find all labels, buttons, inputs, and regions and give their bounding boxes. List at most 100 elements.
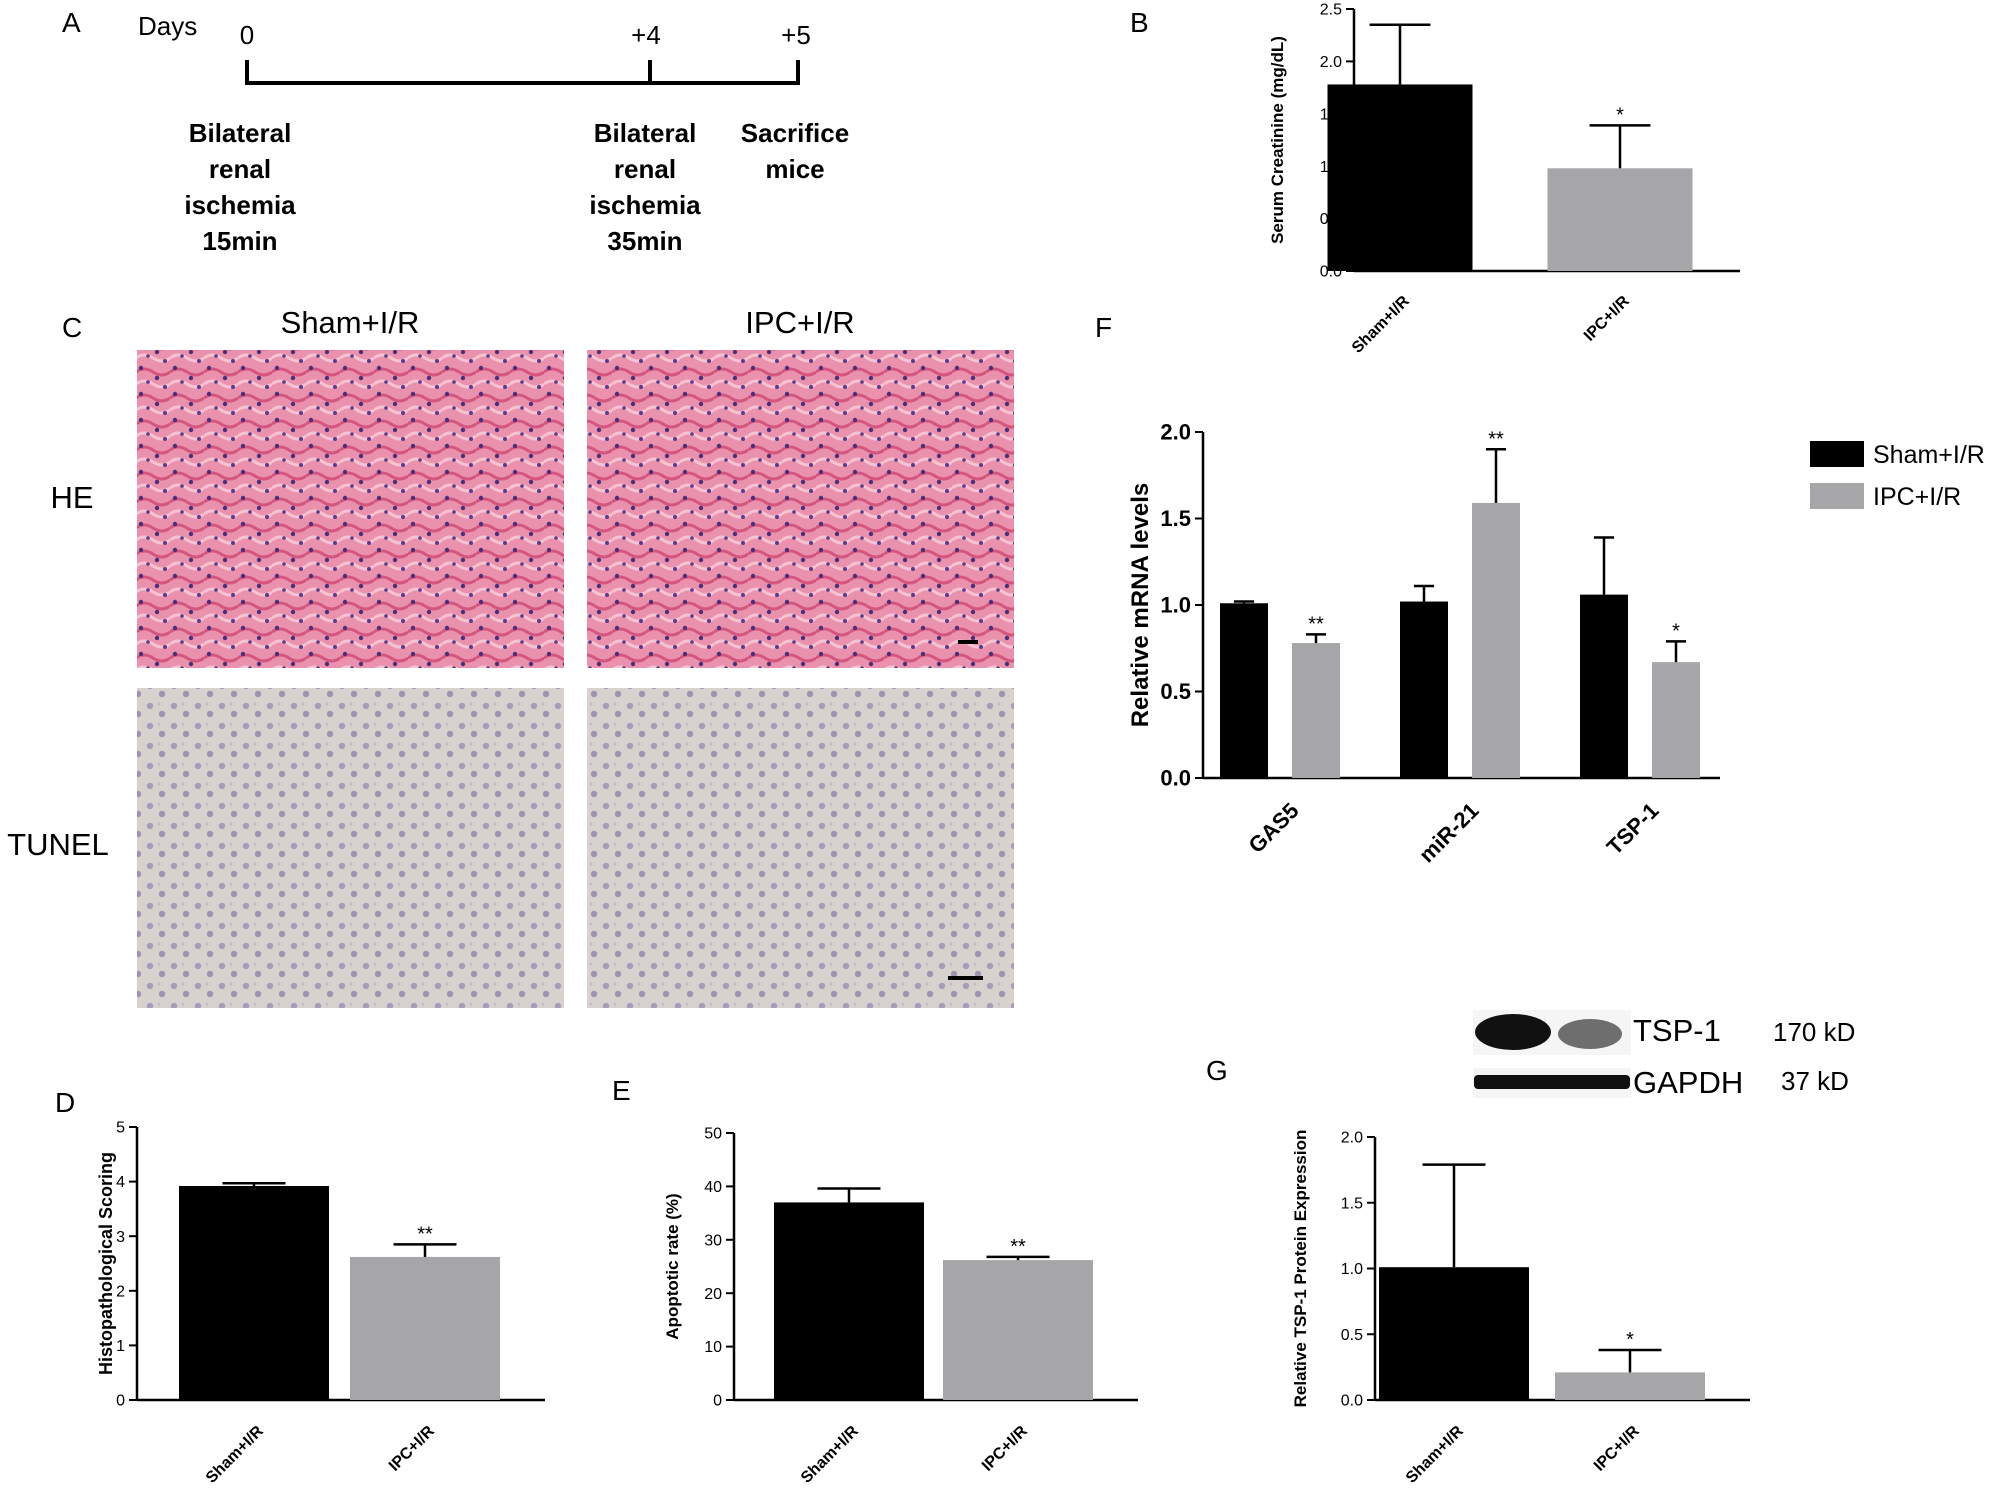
significance-marker: * <box>1626 1329 1634 1351</box>
panel-letter-b: B <box>1130 7 1149 38</box>
timeline-event-line: ischemia <box>589 190 701 220</box>
bar <box>1580 594 1628 778</box>
significance-marker: ** <box>417 1223 433 1245</box>
y-tick-label: 40 <box>704 1179 722 1196</box>
y-tick-label: 1.5 <box>1341 1195 1363 1212</box>
bar <box>179 1185 329 1400</box>
histology-col-header: IPC+I/R <box>745 305 854 340</box>
y-tick-label: 5 <box>116 1120 125 1137</box>
bar <box>1555 1372 1705 1400</box>
y-tick-label: 0.5 <box>1341 1327 1363 1344</box>
tunel-image-ipc <box>587 688 1014 1008</box>
timeline-tick-label: +5 <box>781 20 811 50</box>
significance-marker: * <box>1672 620 1680 642</box>
bar <box>1292 643 1340 778</box>
y-tick-label: 0.0 <box>1160 766 1191 791</box>
y-tick-label: 2.0 <box>1160 420 1191 445</box>
blot-size-label: 170 kD <box>1773 1017 1855 1047</box>
y-axis-label: Relative mRNA levels <box>1127 483 1154 728</box>
timeline-days-label: Days <box>138 11 197 41</box>
timeline-tick-label: 0 <box>240 20 254 50</box>
x-category-label: IPC+I/R <box>979 1422 1031 1474</box>
blot-band-gapdh <box>1474 1075 1630 1089</box>
bar <box>1379 1267 1529 1400</box>
y-tick-label: 30 <box>704 1232 722 1249</box>
blot-band-tsp1-sham <box>1475 1014 1551 1050</box>
y-tick-label: 0 <box>713 1393 722 1410</box>
y-axis-label: Serum Creatinine (mg/dL) <box>1268 36 1287 244</box>
bar <box>350 1256 500 1400</box>
x-category-label: Sham+I/R <box>1403 1422 1467 1486</box>
legend-swatch <box>1810 483 1864 509</box>
bar <box>1327 84 1473 272</box>
significance-marker: * <box>1616 104 1624 126</box>
y-tick-label: 0.0 <box>1341 1393 1363 1410</box>
timeline-event-line: ischemia <box>184 190 296 220</box>
timeline-tick-label: +4 <box>631 20 661 50</box>
western-blot: TSP-1 170 kD GAPDH 37 kD <box>1473 1010 1855 1100</box>
panel-letter-f: F <box>1095 312 1112 343</box>
y-tick-label: 2.5 <box>1320 2 1342 19</box>
x-category-label: Sham+I/R <box>203 1422 267 1486</box>
y-tick-label: 1.0 <box>1341 1261 1363 1278</box>
timeline-event-line: mice <box>765 154 824 184</box>
significance-marker: ** <box>1010 1236 1026 1258</box>
x-category-label: IPC+I/R <box>1591 1422 1643 1474</box>
y-axis-label: Apoptotic rate (%) <box>663 1193 682 1339</box>
y-tick-label: 2 <box>116 1283 125 1300</box>
x-category-label: Sham+I/R <box>1349 292 1413 356</box>
timeline-event-line: renal <box>614 154 676 184</box>
x-category-label: miR-21 <box>1414 798 1484 868</box>
bar <box>1472 502 1520 778</box>
histology-row-label: HE <box>50 480 93 515</box>
y-tick-label: 2.0 <box>1320 54 1342 71</box>
significance-marker: ** <box>1488 428 1504 450</box>
legend-label: IPC+I/R <box>1873 483 1961 511</box>
y-axis-label: Relative TSP-1 Protein Expression <box>1291 1130 1310 1408</box>
panel-letter-g: G <box>1206 1055 1228 1086</box>
y-axis-label: Histopathological Scoring <box>96 1152 116 1375</box>
blot-protein-label: TSP-1 <box>1633 1013 1721 1048</box>
timeline-event-line: 35min <box>607 226 682 256</box>
y-tick-label: 1.5 <box>1160 506 1191 531</box>
significance-marker: ** <box>1308 613 1324 635</box>
y-tick-label: 0.5 <box>1160 679 1191 704</box>
timeline-panel: Days 0 +4 +5 Bilateral renal ischemia 15… <box>138 11 849 256</box>
bar <box>774 1202 924 1400</box>
timeline-event-line: Bilateral <box>189 118 292 148</box>
legend-swatch <box>1810 441 1864 467</box>
he-image-ipc <box>587 350 1014 668</box>
y-tick-label: 0 <box>116 1393 125 1410</box>
x-category-label: IPC+I/R <box>386 1422 438 1474</box>
bar <box>943 1260 1093 1400</box>
y-tick-label: 3 <box>116 1229 125 1246</box>
bar <box>1220 603 1268 778</box>
tunel-image-sham <box>137 688 564 1008</box>
y-tick-label: 4 <box>116 1174 125 1191</box>
legend-label: Sham+I/R <box>1873 441 1985 469</box>
he-image-sham <box>137 350 564 668</box>
timeline-event-line: Sacrifice <box>741 118 849 148</box>
y-tick-label: 10 <box>704 1339 722 1356</box>
timeline-event-line: renal <box>209 154 271 184</box>
blot-band-tsp1-ipc <box>1558 1019 1622 1049</box>
y-tick-label: 50 <box>704 1126 722 1143</box>
histology-panel: Sham+I/R IPC+I/R HE TUNEL <box>7 305 1014 1008</box>
panel-letter-c: C <box>62 312 82 343</box>
histology-row-label: TUNEL <box>7 827 109 862</box>
bar <box>1400 601 1448 778</box>
y-tick-label: 20 <box>704 1286 722 1303</box>
bar <box>1652 662 1700 778</box>
timeline-event-line: Bilateral <box>594 118 697 148</box>
panel-letter-a: A <box>62 7 81 38</box>
x-category-label: Sham+I/R <box>798 1422 862 1486</box>
blot-protein-label: GAPDH <box>1633 1065 1743 1100</box>
histology-col-header: Sham+I/R <box>281 305 420 340</box>
blot-size-label: 37 kD <box>1781 1066 1849 1096</box>
bar <box>1547 168 1693 271</box>
y-tick-label: 1.0 <box>1160 593 1191 618</box>
x-category-label: GAS5 <box>1243 798 1303 858</box>
timeline-event-line: 15min <box>202 226 277 256</box>
y-tick-label: 1 <box>116 1338 125 1355</box>
